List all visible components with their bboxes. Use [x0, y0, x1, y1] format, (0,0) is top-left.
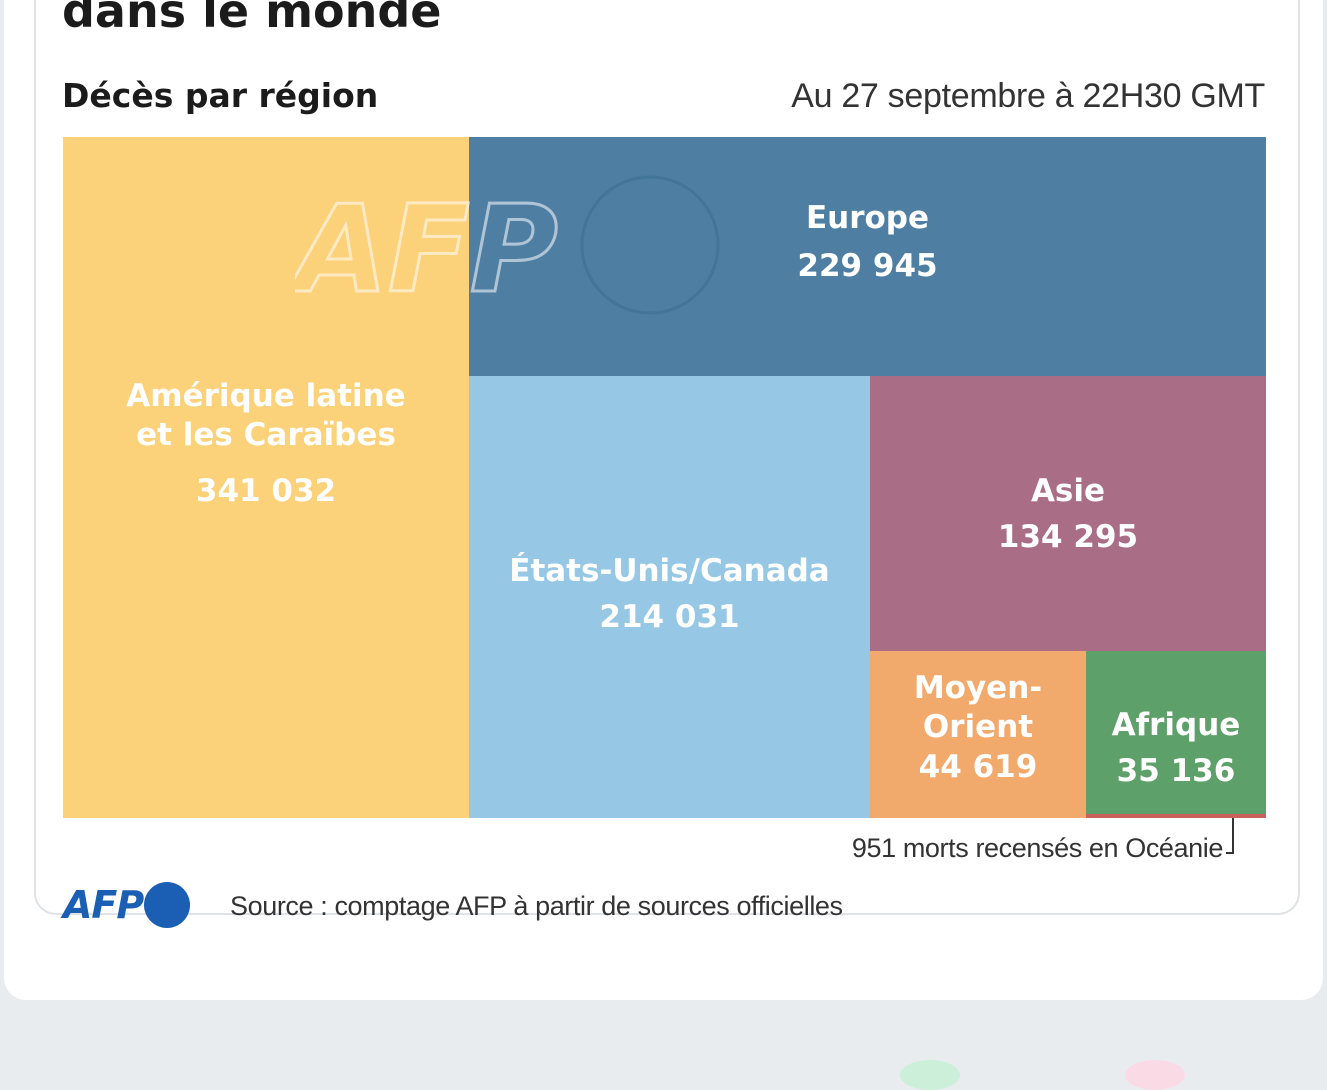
date-label: Au 27 septembre à 22H30 GMT	[791, 77, 1265, 115]
tile-label-africa: Afrique	[1111, 707, 1241, 743]
afp-logo-dot-icon	[144, 882, 191, 928]
tile-label-latin-america-line1: Amérique latine	[126, 378, 406, 414]
tile-asia: Asie 134 295	[870, 376, 1266, 651]
pink-reaction-icon[interactable]	[1125, 1060, 1185, 1090]
tile-value-africa: 35 136	[1116, 753, 1236, 789]
tile-europe: Europe 229 945	[469, 137, 1266, 376]
oceania-leader-line	[1226, 818, 1234, 854]
tile-label-middle-east-line1: Moyen-	[913, 670, 1043, 706]
tile-label-asia: Asie	[1030, 473, 1106, 509]
tile-label-usa-canada: États-Unis/Canada	[509, 553, 830, 589]
tile-africa: Afrique 35 136	[1086, 651, 1266, 814]
tile-value-asia: 134 295	[997, 519, 1139, 555]
oceania-note: 951 morts recensés en Océanie	[851, 833, 1224, 863]
tile-middle-east: Moyen- Orient 44 619	[870, 651, 1086, 818]
tile-label-latin-america-line2: et les Caraïbes	[136, 417, 396, 453]
treemap-chart: Amérique latine et les Caraïbes 341 032 …	[63, 137, 1266, 818]
tile-value-europe: 229 945	[797, 248, 938, 284]
tile-label-europe: Europe	[805, 200, 930, 236]
chart-subtitle: Décès par région	[62, 76, 379, 115]
tile-label-middle-east-line2: Orient	[922, 709, 1034, 745]
tile-value-middle-east: 44 619	[918, 749, 1038, 785]
infographic-title: dans le monde	[62, 0, 442, 38]
tile-usa-canada: États-Unis/Canada 214 031	[469, 376, 870, 818]
green-reaction-icon[interactable]	[900, 1060, 960, 1090]
tile-oceania	[1086, 814, 1266, 818]
source-text: Source : comptage AFP à partir de source…	[230, 891, 843, 921]
tile-latin-america: Amérique latine et les Caraïbes 341 032	[63, 137, 469, 818]
tile-value-latin-america: 341 032	[195, 473, 337, 509]
tile-value-usa-canada: 214 031	[599, 599, 740, 635]
afp-logo[interactable]: AFP	[63, 880, 191, 930]
afp-logo-text: AFP	[63, 883, 144, 927]
